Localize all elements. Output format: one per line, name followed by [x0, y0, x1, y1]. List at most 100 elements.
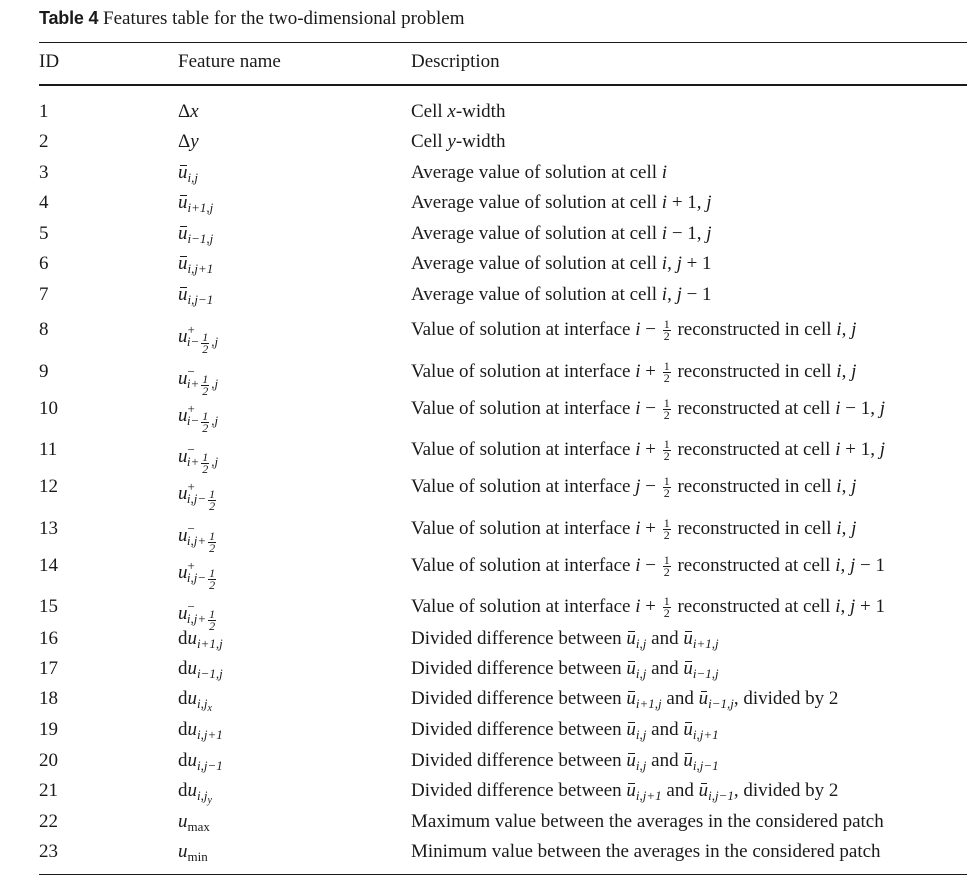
header-rule — [39, 84, 967, 86]
row-feature-name: umin — [178, 841, 208, 864]
table-row: 13 u−i,j+ 1 2 Value of solution at interface… — [0, 516, 972, 553]
row-feature-name: u+i,j− 1 2 — [178, 479, 217, 513]
row-feature-name: u−i,j+ 1 2 — [178, 599, 217, 633]
table-title: Features table for the two-dimensional p… — [103, 8, 465, 29]
row-feature-name: dui,j−1 — [178, 750, 223, 773]
row-description: Divided difference between ui,j and ui+1… — [411, 628, 719, 651]
table-row: 8 u+i− 1 2 ,j Value of solution at interface … — [0, 317, 972, 354]
row-id: 6 — [39, 253, 49, 274]
table-row: 21 dui,jy Divided difference between ui,j+… — [0, 779, 972, 809]
row-id: 7 — [39, 284, 49, 305]
row-description: Divided difference between ui,j+1 and ui… — [411, 780, 839, 803]
row-feature-name: dui,j+1 — [178, 719, 223, 742]
row-description: Average value of solution at cell i, j +… — [411, 253, 712, 274]
row-id: 14 — [39, 555, 58, 576]
table-row: 7 ui,j−1 Average value of solution at cell… — [0, 283, 972, 313]
row-id: 20 — [39, 750, 58, 771]
table-row: 12 u+i,j− 1 2 Value of solution at interface… — [0, 474, 972, 511]
row-description: Minimum value between the averages in th… — [411, 841, 881, 862]
table-row: 9 u−i+ 1 2 ,j Value of solution at interface … — [0, 359, 972, 396]
row-description: Divided difference between ui,j and ui−1… — [411, 658, 719, 681]
row-description: Average value of solution at cell i, j −… — [411, 284, 712, 305]
row-feature-name: ui+1,j — [178, 192, 214, 215]
row-id: 4 — [39, 192, 49, 213]
row-description: Divided difference between ui,j and ui,j… — [411, 750, 719, 773]
row-feature-name: dui,jy — [178, 780, 212, 806]
row-id: 1 — [39, 101, 49, 122]
row-id: 3 — [39, 162, 49, 183]
header-id: ID — [39, 51, 60, 72]
row-feature-name: dui,jx — [178, 688, 212, 714]
row-id: 23 — [39, 841, 58, 862]
row-id: 10 — [39, 398, 58, 419]
row-id: 22 — [39, 811, 58, 832]
row-feature-name: ui−1,j — [178, 223, 214, 246]
row-id: 21 — [39, 780, 58, 801]
row-feature-name: ui,j−1 — [178, 284, 214, 307]
row-feature-name: ui,j+1 — [178, 253, 214, 276]
row-id: 13 — [39, 518, 58, 539]
row-description: Maximum value between the averages in th… — [411, 811, 884, 832]
row-description: Divided difference between ui+1,j and ui… — [411, 688, 839, 711]
row-description: Average value of solution at cell i — [411, 162, 668, 183]
table-caption: Table 4 Features table for the two-dimen… — [39, 8, 464, 30]
row-description: Divided difference between ui,j and ui,j… — [411, 719, 719, 742]
header-feature-name: Feature name — [178, 51, 281, 72]
row-feature-name: u+i− 1 2 ,j — [178, 401, 219, 435]
row-id: 18 — [39, 688, 58, 709]
row-id: 8 — [39, 319, 49, 340]
row-description: Cell x-width — [411, 101, 506, 122]
table-row: 15 u−i,j+ 1 2 Value of solution at interface… — [0, 594, 972, 631]
bottom-rule — [39, 874, 967, 875]
table-row: 18 dui,jx Divided difference between ui+1,… — [0, 687, 972, 717]
table-row: 1 Δx Cell x-width — [0, 100, 972, 130]
table-row: 17 dui−1,j Divided difference between ui,j… — [0, 657, 972, 687]
table-row: 16 dui+1,j Divided difference between ui,j… — [0, 627, 972, 657]
row-id: 9 — [39, 361, 49, 382]
row-id: 19 — [39, 719, 58, 740]
table-row: 2 Δy Cell y-width — [0, 130, 972, 160]
table-row: 20 dui,j−1 Divided difference between ui,j… — [0, 749, 972, 779]
row-id: 16 — [39, 628, 58, 649]
table-row: 3 ui,j Average value of solution at cell i — [0, 161, 972, 191]
table-row: 5 ui−1,j Average value of solution at cell… — [0, 222, 972, 252]
row-feature-name: ui,j — [178, 162, 198, 185]
table-row: 11 u−i+ 1 2 ,j Value of solution at interface… — [0, 437, 972, 474]
row-feature-name: u−i,j+ 1 2 — [178, 521, 217, 555]
row-id: 2 — [39, 131, 49, 152]
row-feature-name: dui+1,j — [178, 628, 223, 651]
table-row: 19 dui,j+1 Divided difference between ui,j… — [0, 718, 972, 748]
table-row: 4 ui+1,j Average value of solution at cell… — [0, 191, 972, 221]
table-row: 23 umin Minimum value between the averages… — [0, 840, 972, 870]
row-feature-name: u−i+ 1 2 ,j — [178, 442, 219, 476]
table-row: 6 ui,j+1 Average value of solution at cell… — [0, 252, 972, 282]
row-description: Average value of solution at cell i + 1,… — [411, 192, 712, 213]
row-description: Average value of solution at cell i − 1,… — [411, 223, 712, 244]
row-feature-name: Δx — [178, 101, 199, 122]
row-feature-name: umax — [178, 811, 210, 834]
row-id: 12 — [39, 476, 58, 497]
row-feature-name: Δy — [178, 131, 199, 152]
table-row: 22 umax Maximum value between the averages… — [0, 810, 972, 840]
table-row: 14 u+i,j− 1 2 Value of solution at interface… — [0, 553, 972, 590]
header-description: Description — [411, 51, 500, 72]
row-feature-name: u+i,j− 1 2 — [178, 558, 217, 592]
row-description: Cell y-width — [411, 131, 506, 152]
row-feature-name: u−i+ 1 2 ,j — [178, 364, 219, 398]
row-id: 5 — [39, 223, 49, 244]
table-row: 10 u+i− 1 2 ,j Value of solution at interface… — [0, 396, 972, 433]
row-feature-name: dui−1,j — [178, 658, 223, 681]
row-id: 15 — [39, 596, 58, 617]
row-id: 11 — [39, 439, 58, 460]
row-feature-name: u+i− 1 2 ,j — [178, 322, 219, 356]
row-id: 17 — [39, 658, 58, 679]
top-rule — [39, 42, 967, 43]
